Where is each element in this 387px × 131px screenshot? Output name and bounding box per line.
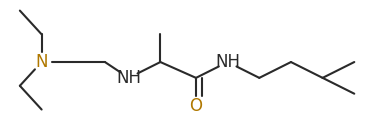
Text: NH: NH — [215, 53, 240, 71]
Text: O: O — [190, 97, 202, 115]
Text: N: N — [35, 53, 48, 71]
Text: NH: NH — [116, 69, 141, 87]
